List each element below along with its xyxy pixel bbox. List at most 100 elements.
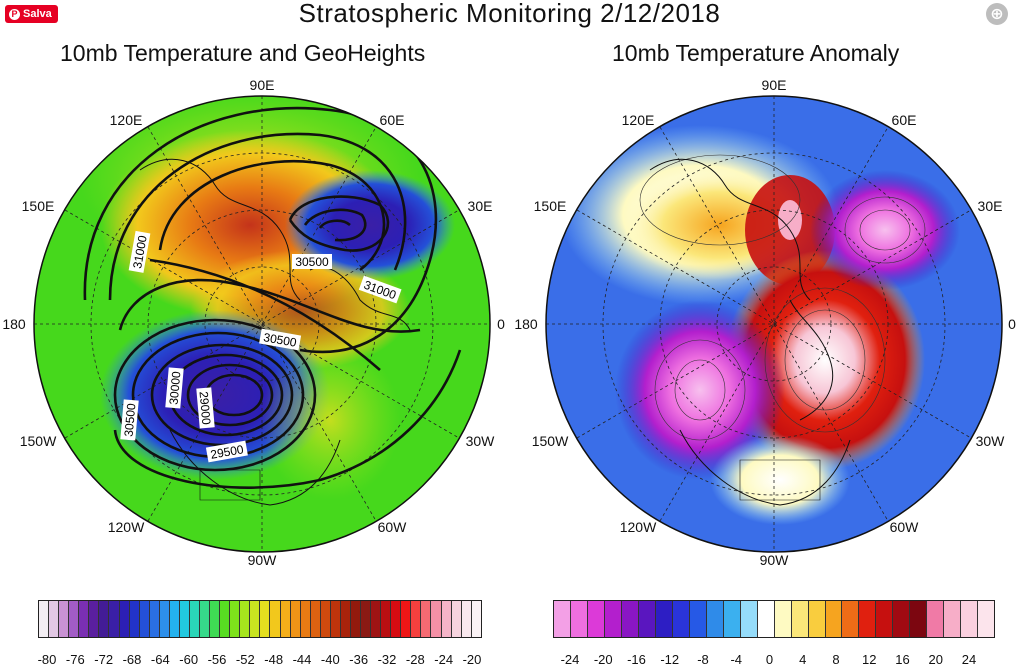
left-colorbar-swatch [361,601,372,637]
left-colorbar-swatch [451,601,462,637]
left-colorbar-swatch [471,601,481,637]
lon-label-60e: 60E [379,112,405,128]
left-colorbar-tick-label: -40 [320,652,340,667]
contour-label: 30000 [167,370,184,405]
lon-label-60w: 60W [889,519,919,535]
right-colorbar-swatch [655,601,673,637]
page-title: Stratospheric Monitoring 2/12/2018 [298,0,721,28]
left-colorbar-swatch [260,601,271,637]
left-colorbar-swatch [280,601,291,637]
right-colorbar-swatch [621,601,639,637]
left-colorbar-swatch [200,601,211,637]
right-colorbar-tick-label: 4 [799,652,807,667]
lon-label-120e: 120E [621,112,655,128]
right-colorbar-swatch [554,601,571,637]
left-colorbar-tick-label: -76 [65,652,85,667]
right-colorbar-tick-label: 24 [961,652,977,667]
right-colorbar-tick-label: 0 [765,652,774,667]
left-panel-title: 10mb Temperature and GeoHeights [60,40,426,66]
left-colorbar-swatch [350,601,361,637]
expand-icon[interactable]: ⊕ [986,3,1008,25]
right-colorbar-swatch [757,601,775,637]
left-colorbar-swatch [310,601,321,637]
left-colorbar-tick-label: -48 [264,652,284,667]
lon-label-0: 0 [1008,316,1016,332]
right-colorbar-swatch [638,601,656,637]
right-colorbar-swatch [978,601,995,637]
left-colorbar-swatch [330,601,341,637]
left-colorbar-swatch [381,601,392,637]
lon-label-90e: 90E [249,77,275,93]
lon-label-30w: 30W [465,433,495,449]
left-colorbar-tick-label: -68 [122,652,142,667]
save-button-label: Salva [23,8,52,20]
lon-label-30e: 30E [467,198,493,214]
contour-label: 29500 [209,442,245,462]
right-colorbar-swatch [706,601,724,637]
left-colorbar-swatch [139,601,150,637]
left-colorbar-swatch [79,601,90,637]
left-colorbar-tick-label: -32 [377,652,397,667]
right-colorbar-swatch [774,601,792,637]
right-colorbar-swatch [740,601,758,637]
right-colorbar-swatch [842,601,860,637]
right-colorbar-tick-label: -20 [593,652,613,667]
right-colorbar-tick-label: -4 [730,652,743,667]
right-colorbar-swatch [791,601,809,637]
left-colorbar-swatch [109,601,120,637]
left-colorbar-tick-label: -60 [179,652,199,667]
left-colorbar-swatch [39,601,50,637]
left-colorbar-swatch [99,601,110,637]
right-colorbar-tick-label: -8 [697,652,709,667]
lon-label-30e: 30E [977,198,1003,214]
lon-label-60w: 60W [377,519,407,535]
left-colorbar-tick-label: -36 [349,652,369,667]
lon-label-180: 180 [514,316,538,332]
right-panel-title: 10mb Temperature Anomaly [612,40,900,66]
left-colorbar-tick-label: -28 [405,652,425,667]
left-map [34,96,490,552]
contour-label: 29000 [197,391,214,426]
contour-label: 30500 [295,255,329,269]
left-colorbar-swatch [220,601,231,637]
right-colorbar-tick-label: -12 [660,652,680,667]
right-colorbar-swatch [927,601,945,637]
lon-label-120w: 120W [107,519,145,535]
pinterest-icon: P [9,8,20,20]
right-colorbar-swatch [808,601,826,637]
save-to-pinterest-button[interactable]: P Salva [5,5,58,23]
lon-label-180: 180 [2,316,26,332]
right-colorbar-swatch [604,601,622,637]
left-colorbar-swatch [69,601,80,637]
lon-label-120w: 120W [619,519,657,535]
left-colorbar-swatch [149,601,160,637]
left-colorbar-swatch [230,601,241,637]
left-colorbar-swatch [300,601,311,637]
lon-label-120e: 120E [109,112,143,128]
right-colorbar-swatch [587,601,605,637]
left-colorbar-tick-label: -72 [94,652,114,667]
left-colorbar-swatch [441,601,452,637]
lon-label-90w: 90W [247,552,277,568]
left-colorbar-swatch [189,601,200,637]
lon-label-150e: 150E [533,198,567,214]
left-colorbar-tick-label: -80 [37,652,57,667]
left-colorbar-swatch [431,601,442,637]
left-colorbar-tick-label: -56 [207,652,227,667]
right-colorbar-swatch [961,601,979,637]
left-colorbar-swatch [129,601,140,637]
right-colorbar-swatch [876,601,894,637]
left-colorbar-swatch [250,601,261,637]
right-colorbar-tick-label: -24 [560,652,580,667]
lon-label-150w: 150W [531,433,569,449]
maps-canvas: 31000 30500 31000 30500 30000 29000 3050… [33,95,1003,553]
left-colorbar-swatch [421,601,432,637]
right-colorbar-swatch [893,601,911,637]
left-colorbar-swatch [159,601,170,637]
left-colorbar-swatch [411,601,422,637]
right-colorbar-swatch [689,601,707,637]
right-colorbar-swatch [570,601,588,637]
right-colorbar-tick-label: 20 [928,652,943,667]
left-colorbar-swatch [290,601,301,637]
right-colorbar-swatch [825,601,843,637]
